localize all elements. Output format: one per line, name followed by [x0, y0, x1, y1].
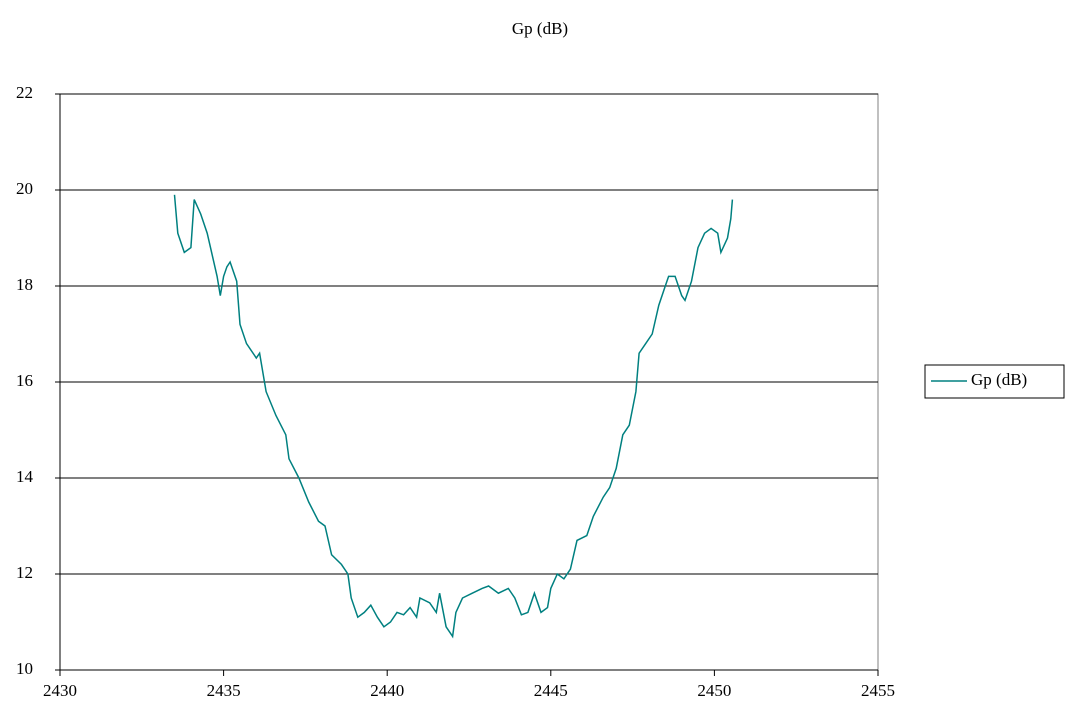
y-tick-label: 14: [16, 467, 34, 486]
y-tick-label: 10: [16, 659, 33, 678]
y-tick-label: 18: [16, 275, 33, 294]
x-tick-label: 2445: [534, 681, 568, 700]
legend-label: Gp (dB): [971, 370, 1027, 389]
x-tick-label: 2440: [370, 681, 404, 700]
x-tick-label: 2435: [207, 681, 241, 700]
legend-box: [924, 364, 1065, 399]
x-tick-label: 2430: [43, 681, 77, 700]
x-tick-label: 2455: [861, 681, 895, 700]
y-tick-label: 16: [16, 371, 33, 390]
chart-title: Gp (dB): [512, 19, 568, 38]
data-line: [173, 194, 734, 639]
y-tick-label: 12: [16, 563, 33, 582]
x-tick-label: 2450: [697, 681, 731, 700]
y-tick-label: 22: [16, 83, 33, 102]
y-tick-label: 20: [16, 179, 33, 198]
